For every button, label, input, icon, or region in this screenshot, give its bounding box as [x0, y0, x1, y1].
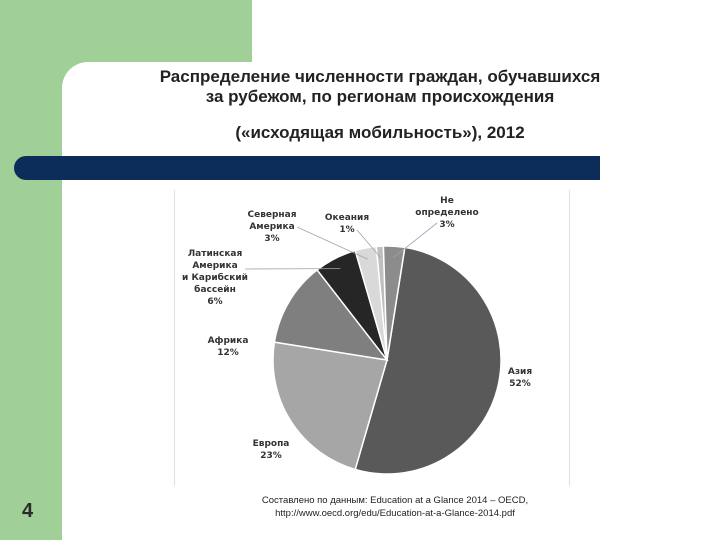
pie-slice	[382, 245, 406, 361]
slice-label-line: 3%	[264, 234, 279, 244]
slice-label-line: Северная	[247, 210, 296, 220]
pie-slice	[273, 268, 389, 362]
slice-label-line: 52%	[509, 379, 531, 389]
slice-label-line: Европа	[253, 439, 290, 449]
pie-chart: Азия 52% Европа 23% Африка 12% Латинская Америк…	[182, 196, 533, 475]
slice-label: Азия 52%	[508, 367, 533, 389]
leader-line	[393, 222, 438, 258]
source-note: Составлено по данным: Education at a Gla…	[240, 494, 550, 520]
source-line-2: http://www.oecd.org/edu/Education-at-a-G…	[275, 508, 515, 519]
leader-line	[356, 229, 381, 258]
slice-label-line: бассейн	[194, 284, 236, 295]
slice-label-line: Америка	[192, 261, 237, 271]
slice-label-line: Латинская	[188, 249, 243, 259]
slice-label-line: Не	[440, 196, 454, 206]
title-line-3: («исходящая мобильность»), 2012	[235, 123, 525, 142]
leader-line	[296, 226, 368, 260]
slice-label-line: Океания	[325, 213, 369, 223]
slice-label-line: 3%	[439, 220, 454, 230]
pie-slice	[354, 246, 502, 475]
slice-label-line: 23%	[260, 451, 282, 461]
slice-label-line: 1%	[339, 225, 354, 235]
slice-label-line: Африка	[208, 336, 249, 346]
source-line-1: Составлено по данным: Education at a Gla…	[261, 495, 529, 506]
slice-label-line: определено	[415, 208, 478, 218]
page-number: 4	[22, 500, 34, 522]
slice-label: Океания 1%	[325, 213, 369, 235]
slice-label-line: 12%	[217, 348, 239, 358]
title-line-2: за рубежом, по регионам происхождения	[205, 87, 555, 106]
slice-label: Африка 12%	[208, 336, 249, 358]
slice-label-line: и Карибский	[182, 272, 248, 283]
slice-label: Латинская Америка и Карибский бассейн 6%	[182, 249, 248, 307]
blue-divider-bar	[14, 156, 600, 180]
slice-label-line: Америка	[249, 222, 294, 232]
title-line-1: Распределение численности граждан, обуча…	[159, 67, 601, 86]
pie-slice	[272, 341, 388, 471]
slide-title: Распределение численности граждан, обуча…	[60, 67, 700, 143]
slice-label: Северная Америка 3%	[247, 210, 296, 244]
slice-label: Не определено 3%	[415, 196, 478, 230]
slice-label-line: Азия	[508, 367, 533, 377]
chart-frame: Азия 52% Европа 23% Африка 12% Латинская Америк…	[174, 190, 570, 486]
slice-label-line: 6%	[207, 297, 222, 307]
slice-label: Европа 23%	[253, 439, 290, 461]
